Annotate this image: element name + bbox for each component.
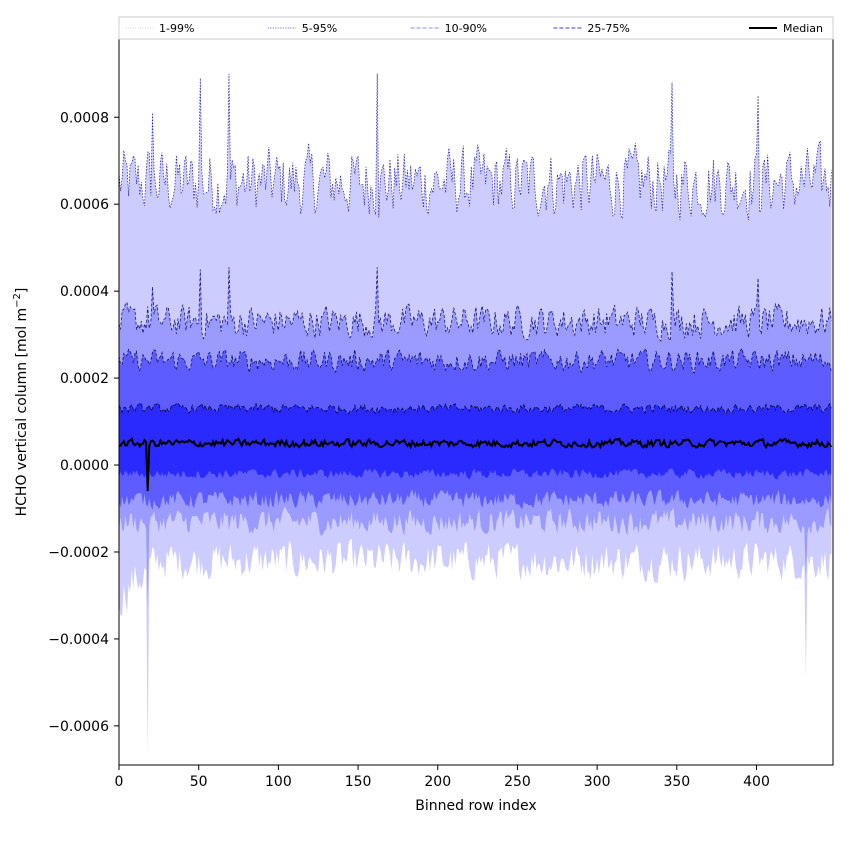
y-axis-title: HCHO vertical column [mol m−2] xyxy=(12,288,30,517)
x-axis-title: Binned row index xyxy=(415,798,536,814)
y-tick-label: 0.0004 xyxy=(60,284,109,300)
x-tick-label: 200 xyxy=(424,774,451,790)
legend-label: 1-99% xyxy=(159,22,194,35)
y-tick-label: 0.0006 xyxy=(60,197,109,213)
y-axis-title-close: ] xyxy=(14,288,30,293)
legend-label: Median xyxy=(783,22,823,35)
x-tick-label: 150 xyxy=(345,774,372,790)
y-axis-title-sup: −2 xyxy=(12,293,23,308)
band-edge-5-95% xyxy=(118,267,832,342)
y-tick-label: 0.0002 xyxy=(60,371,109,387)
x-tick-label: 100 xyxy=(265,774,292,790)
y-tick-label: 0.0008 xyxy=(60,110,109,126)
x-tick-label: 250 xyxy=(504,774,531,790)
y-axis-title-main: HCHO vertical column [mol m xyxy=(14,308,30,517)
y-axis-ticks: −0.0006 −0.0004 −0.0002 0.0000 0.0002 0.0004 0… xyxy=(48,110,119,735)
legend-label: 5-95% xyxy=(302,22,337,35)
plot-area xyxy=(118,73,833,757)
band-edge-10-90% xyxy=(118,347,832,374)
band-edge-1-99% xyxy=(118,73,832,221)
band-edge-25-75% xyxy=(118,402,832,415)
y-tick-label: −0.0004 xyxy=(48,632,109,648)
legend-box xyxy=(118,16,834,40)
x-tick-label: 0 xyxy=(115,774,124,790)
x-tick-label: 350 xyxy=(663,774,690,790)
legend-label: 10-90% xyxy=(445,22,487,35)
y-tick-label: −0.0006 xyxy=(48,719,109,735)
median-line xyxy=(118,437,833,492)
x-tick-label: 400 xyxy=(743,774,770,790)
x-tick-label: 50 xyxy=(190,774,208,790)
y-tick-label: 0.0000 xyxy=(60,458,109,474)
y-tick-label: −0.0002 xyxy=(48,545,109,561)
legend: 1-99% 5-95% 10-90% 25-75% Median xyxy=(118,16,834,40)
x-tick-label: 300 xyxy=(584,774,611,790)
x-axis-ticks: 0 50 100 150 200 250 300 350 400 xyxy=(115,765,770,790)
legend-label: 25-75% xyxy=(587,22,629,35)
band-25-75% xyxy=(119,403,832,480)
